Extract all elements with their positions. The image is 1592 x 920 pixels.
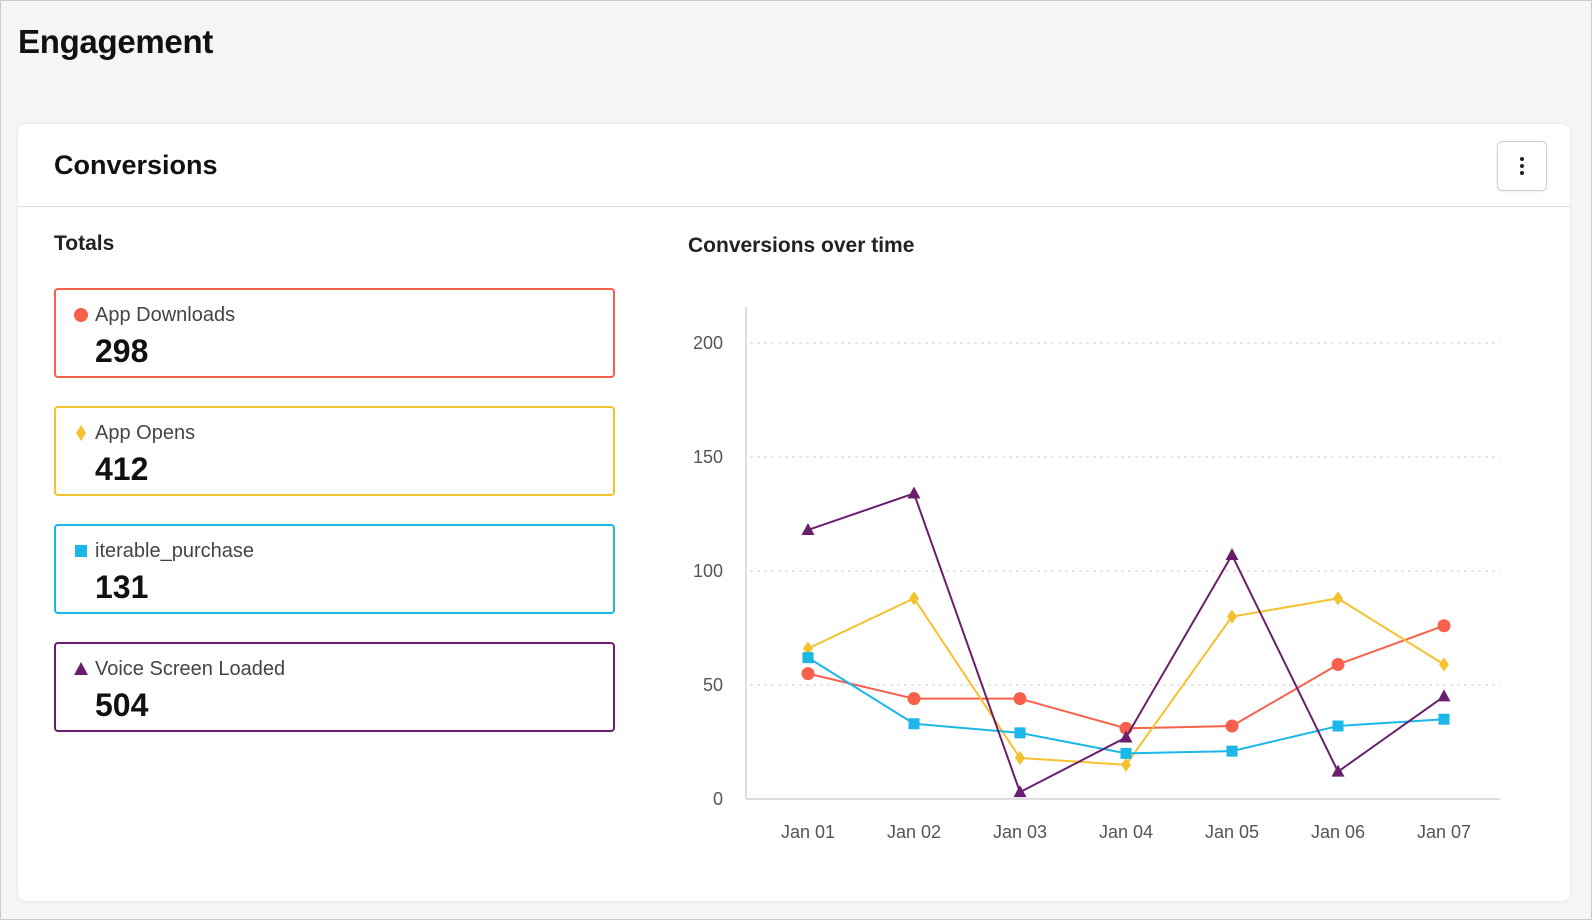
diamond-icon	[73, 425, 89, 441]
metric-label: iterable_purchase	[95, 540, 254, 562]
data-point-app-opens	[1227, 609, 1237, 624]
card-header: Conversions	[18, 124, 1570, 207]
metric-card-app-downloads[interactable]: App Downloads 298	[54, 288, 615, 378]
data-point-app-downloads	[1225, 719, 1239, 733]
metric-label: Voice Screen Loaded	[95, 658, 286, 680]
data-point-voice-screen-loaded	[1119, 730, 1133, 743]
data-point-voice-screen-loaded	[1437, 689, 1451, 702]
data-point-iterable-purchase	[1120, 747, 1132, 759]
data-point-voice-screen-loaded	[1225, 548, 1239, 561]
more-options-button[interactable]	[1497, 141, 1547, 191]
metric-value: 298	[95, 333, 149, 369]
metric-value: 131	[95, 569, 149, 605]
data-point-app-opens	[803, 641, 813, 656]
data-point-iterable-purchase	[1438, 713, 1450, 725]
metric-label: App Downloads	[95, 304, 236, 326]
data-point-app-downloads	[1013, 692, 1027, 706]
data-point-app-opens	[1121, 757, 1131, 772]
y-tick-label: 0	[713, 789, 723, 809]
x-tick-label: Jan 04	[1099, 822, 1153, 842]
metric-card-app-opens[interactable]: App Opens 412	[54, 406, 615, 496]
page-title: Engagement	[18, 23, 214, 60]
metric-card-voice-screen-loaded[interactable]: Voice Screen Loaded 504	[54, 642, 615, 732]
conversions-line-chart: 0 50 100 150 200 Jan 01 Jan 02 Jan 03 Jan 04 Jan …	[693, 307, 1500, 842]
data-point-iterable-purchase	[1014, 727, 1026, 739]
card-title: Conversions	[54, 150, 218, 180]
data-point-app-downloads	[801, 667, 815, 681]
x-tick-label: Jan 05	[1205, 822, 1259, 842]
x-tick-label: Jan 06	[1311, 822, 1365, 842]
y-tick-label: 100	[693, 561, 723, 581]
square-icon	[73, 543, 89, 559]
y-tick-label: 200	[693, 333, 723, 353]
data-point-voice-screen-loaded	[801, 522, 815, 535]
data-point-app-opens	[1333, 591, 1343, 606]
totals-label: Totals	[54, 232, 115, 255]
data-point-app-downloads	[1437, 619, 1451, 633]
data-point-voice-screen-loaded	[1013, 785, 1027, 798]
metric-card-iterable-purchase[interactable]: iterable_purchase 131	[54, 524, 615, 614]
data-point-iterable-purchase	[802, 652, 814, 664]
data-point-iterable-purchase	[908, 718, 920, 730]
data-point-app-opens	[1015, 750, 1025, 765]
metric-label: App Opens	[95, 422, 196, 444]
x-tick-label: Jan 07	[1417, 822, 1471, 842]
y-tick-label: 150	[693, 447, 723, 467]
metric-value: 412	[95, 451, 149, 487]
vertical-ellipsis-icon	[1520, 157, 1524, 175]
data-point-app-downloads	[907, 692, 921, 706]
data-point-voice-screen-loaded	[907, 486, 921, 499]
x-tick-label: Jan 03	[993, 822, 1047, 842]
data-point-app-opens	[909, 591, 919, 606]
data-point-iterable-purchase	[1332, 720, 1344, 732]
data-point-app-downloads	[1331, 657, 1345, 671]
data-point-app-opens	[1439, 657, 1449, 672]
triangle-icon	[73, 661, 89, 677]
x-tick-label: Jan 01	[781, 822, 835, 842]
x-tick-label: Jan 02	[887, 822, 941, 842]
circle-icon	[73, 307, 89, 323]
series-line-voice-screen-loaded	[807, 492, 1445, 794]
metric-value: 504	[95, 687, 149, 723]
data-point-voice-screen-loaded	[1331, 764, 1345, 777]
chart-title: Conversions over time	[688, 234, 915, 257]
conversions-card: Conversions Totals App Downloads 298 App…	[18, 124, 1570, 901]
series-line-app-downloads	[807, 624, 1445, 730]
data-point-iterable-purchase	[1226, 745, 1238, 757]
y-tick-label: 50	[703, 675, 723, 695]
